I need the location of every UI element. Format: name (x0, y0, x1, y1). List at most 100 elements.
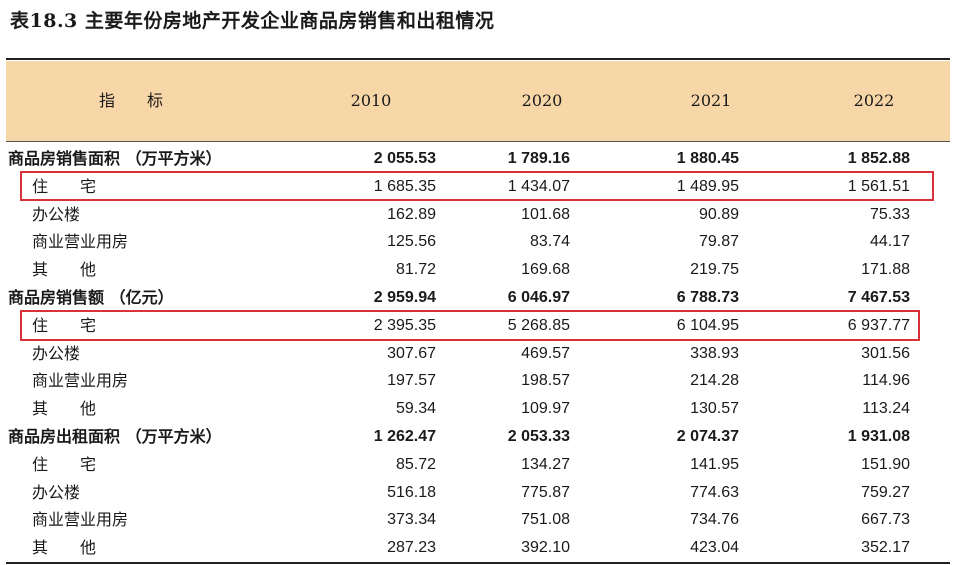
row-value-2021: 219.75 (690, 261, 739, 279)
row-value-2020: 109.97 (521, 400, 570, 418)
row-value-2021: 141.95 (690, 455, 739, 473)
row-value-2022: 75.33 (869, 205, 910, 223)
row-value-2021: 338.93 (690, 344, 739, 362)
row-value-2021: 6 788.73 (676, 288, 739, 306)
header-year-2022: 2022 (853, 91, 895, 110)
row-value-2010: 2 959.94 (373, 288, 436, 306)
row-value-2010: 1 685.35 (373, 177, 436, 195)
row-value-2022: 1 852.88 (847, 150, 910, 167)
row-value-2010: 373.34 (387, 511, 436, 529)
row-label: 商业营业用房 (32, 232, 129, 252)
row-value-2022: 7 467.53 (847, 288, 910, 306)
table-title: 表18.3 主要年份房地产开发企业商品房销售和出租情况 (10, 10, 495, 32)
header-year-2021: 2021 (690, 91, 732, 110)
header-year-2010: 2010 (350, 91, 392, 110)
table-header: 指 标 2010 2020 2021 2022 (6, 61, 950, 142)
row-value-2020: 169.68 (521, 261, 570, 279)
row-value-2020: 134.27 (521, 455, 570, 473)
row-value-2022: 171.88 (861, 261, 910, 279)
table-row: 其 他 81.72 169.68 219.75 171.88 (6, 256, 950, 284)
row-label: 住 宅 (32, 176, 97, 196)
row-value-2020: 5 268.85 (507, 316, 570, 334)
table-row: 住 宅 85.72 134.27 141.95 151.90 (6, 451, 950, 479)
row-value-2021: 90.89 (698, 205, 739, 223)
row-value-2020: 392.10 (521, 539, 570, 557)
row-value-2021: 214.28 (690, 372, 739, 390)
row-label: 其 他 (32, 399, 97, 419)
table-body: 商品房销售面积 （万平方米） 2 055.53 1 789.16 1 880.45 1 … (6, 145, 950, 562)
row-value-2020: 751.08 (521, 511, 570, 529)
row-value-2022: 44.17 (869, 233, 910, 251)
row-value-2021: 423.04 (690, 539, 739, 557)
row-value-2020: 775.87 (521, 483, 570, 501)
row-value-2010: 2 055.53 (373, 150, 436, 167)
row-value-2022: 6 937.77 (847, 316, 910, 334)
row-value-2020: 83.74 (529, 233, 570, 251)
row-label: 住 宅 (32, 315, 97, 335)
row-label: 其 他 (32, 538, 97, 558)
row-value-2010: 125.56 (387, 233, 436, 251)
row-value-2010: 287.23 (387, 539, 436, 557)
row-value-2021: 2 074.37 (676, 427, 739, 445)
row-value-2010: 2 395.35 (373, 316, 436, 334)
row-label: 住 宅 (32, 454, 97, 474)
row-label: 商品房销售面积 （万平方米） (8, 149, 222, 168)
row-label: 商品房销售额 （亿元） (8, 287, 174, 307)
row-value-2022: 759.27 (861, 483, 910, 501)
row-value-2020: 198.57 (521, 372, 570, 390)
table-row: 其 他 59.34 109.97 130.57 113.24 (6, 395, 950, 423)
row-value-2021: 774.63 (690, 483, 739, 501)
row-value-2021: 734.76 (690, 511, 739, 529)
row-value-2021: 130.57 (690, 400, 739, 418)
row-value-2021: 6 104.95 (676, 316, 739, 334)
row-value-2022: 352.17 (861, 539, 910, 557)
table-row: 办公楼 516.18 775.87 774.63 759.27 (6, 479, 950, 507)
row-value-2010: 162.89 (387, 205, 436, 223)
table-row: 住 宅 2 395.35 5 268.85 6 104.95 6 937.77 (6, 312, 950, 340)
row-value-2020: 1 789.16 (507, 150, 570, 167)
row-value-2022: 113.24 (862, 400, 910, 418)
table-row: 办公楼 307.67 469.57 338.93 301.56 (6, 340, 950, 368)
row-value-2010: 1 262.47 (373, 427, 436, 445)
row-value-2020: 469.57 (521, 344, 570, 362)
row-value-2020: 101.68 (521, 205, 570, 223)
top-rule (6, 58, 950, 60)
row-value-2021: 1 489.95 (676, 177, 739, 195)
table-row: 商业营业用房 373.34 751.08 734.76 667.73 (6, 506, 950, 534)
row-value-2022: 151.90 (861, 455, 910, 473)
row-label: 商业营业用房 (32, 510, 129, 530)
table-row: 商业营业用房 125.56 83.74 79.87 44.17 (6, 228, 950, 256)
row-value-2022: 1 931.08 (847, 427, 910, 445)
row-value-2021: 79.87 (698, 233, 739, 251)
bottom-rule (6, 562, 950, 564)
row-value-2022: 1 561.51 (847, 177, 910, 195)
row-value-2022: 667.73 (861, 511, 910, 529)
table-row: 商品房出租面积 （万平方米） 1 262.47 2 053.33 2 074.37 1 … (6, 423, 950, 451)
row-value-2010: 85.72 (395, 455, 436, 473)
row-value-2020: 1 434.07 (507, 177, 570, 195)
row-label: 办公楼 (32, 482, 81, 502)
row-value-2022: 301.56 (861, 344, 910, 362)
row-value-2010: 81.72 (395, 261, 436, 279)
row-value-2020: 2 053.33 (507, 427, 570, 445)
row-value-2010: 59.34 (395, 400, 436, 418)
table-row: 商品房销售面积 （万平方米） 2 055.53 1 789.16 1 880.45 1 … (6, 145, 950, 173)
row-value-2010: 197.57 (387, 372, 436, 390)
row-label: 商业营业用房 (32, 371, 129, 391)
table-row: 商品房销售额 （亿元） 2 959.94 6 046.97 6 788.73 7 467… (6, 284, 950, 312)
row-label: 办公楼 (32, 343, 81, 363)
row-value-2021: 1 880.45 (676, 150, 739, 167)
table-row: 办公楼 162.89 101.68 90.89 75.33 (6, 201, 950, 229)
row-value-2010: 516.18 (387, 483, 436, 501)
row-label: 办公楼 (32, 204, 81, 224)
row-value-2022: 114.96 (862, 372, 910, 390)
table-row: 商业营业用房 197.57 198.57 214.28 114.96 (6, 367, 950, 395)
header-year-2020: 2020 (521, 91, 563, 110)
row-value-2010: 307.67 (387, 344, 436, 362)
row-value-2020: 6 046.97 (507, 288, 570, 306)
table-row: 住 宅 1 685.35 1 434.07 1 489.95 1 561.51 (6, 173, 950, 201)
row-label: 商品房出租面积 （万平方米） (8, 426, 222, 446)
table-row: 其 他 287.23 392.10 423.04 352.17 (6, 534, 950, 562)
row-label: 其 他 (32, 260, 97, 280)
header-indicator: 指 标 (98, 91, 163, 110)
